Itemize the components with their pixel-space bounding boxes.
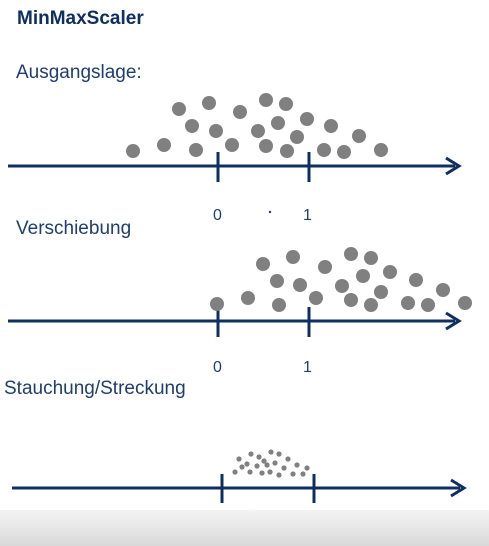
- data-point: [300, 471, 306, 477]
- panel-verschiebung: 0 1: [8, 247, 472, 376]
- data-point: [335, 279, 349, 293]
- tick-label-0: 0: [213, 207, 222, 224]
- data-point: [290, 130, 304, 144]
- data-point: [259, 93, 273, 107]
- data-point: [286, 250, 300, 264]
- data-point: [279, 97, 293, 111]
- data-point: [294, 462, 300, 468]
- data-point: [239, 464, 245, 470]
- data-point: [281, 465, 287, 471]
- data-point: [317, 143, 331, 157]
- data-point: [272, 460, 278, 466]
- data-point: [293, 278, 307, 292]
- data-point: [344, 293, 358, 307]
- data-point: [374, 143, 388, 157]
- points-verschiebung: [210, 247, 472, 312]
- data-point: [244, 461, 250, 467]
- bottom-toolbar-strip: [0, 510, 489, 546]
- page-title: MinMaxScaler: [17, 8, 144, 29]
- axis-arrow-icon: [445, 156, 462, 176]
- data-point: [401, 296, 415, 310]
- data-point: [264, 462, 270, 468]
- data-point: [261, 458, 267, 464]
- data-point: [300, 112, 314, 126]
- data-point: [356, 269, 370, 283]
- data-point: [189, 143, 203, 157]
- data-point: [256, 454, 262, 460]
- panel-label-verschiebung: Verschiebung: [16, 218, 132, 239]
- data-point: [285, 456, 291, 462]
- data-point: [271, 116, 285, 130]
- data-point: [309, 291, 323, 305]
- data-point: [247, 469, 253, 475]
- data-point: [232, 469, 238, 475]
- data-point: [458, 296, 472, 310]
- data-point: [337, 145, 351, 159]
- data-point: [225, 138, 239, 152]
- data-point: [172, 102, 186, 116]
- panel-ausgangslage: 0 1: [8, 93, 462, 224]
- data-point: [364, 251, 378, 265]
- points-stauchung: [232, 449, 310, 478]
- data-point: [251, 124, 265, 138]
- panel-label-stauchung: Stauchung/Streckung: [4, 378, 186, 399]
- data-point: [185, 119, 199, 133]
- tick-label-1: 1: [303, 207, 312, 224]
- data-point: [324, 119, 338, 133]
- data-point: [256, 257, 270, 271]
- points-ausgangslage: [126, 93, 388, 159]
- data-point: [318, 260, 332, 274]
- data-point: [236, 456, 242, 462]
- data-point: [290, 471, 296, 477]
- data-point: [352, 129, 366, 143]
- data-point: [202, 96, 216, 110]
- data-point: [248, 451, 254, 457]
- data-point: [272, 298, 286, 312]
- tick-label-0: 0: [213, 359, 222, 376]
- data-point: [210, 297, 224, 311]
- axis-arrow-icon: [445, 311, 462, 331]
- data-point: [268, 449, 274, 455]
- data-point: [383, 265, 397, 279]
- data-point: [374, 285, 388, 299]
- data-point: [280, 144, 294, 158]
- panel-label-ausgangslage: Ausgangslage:: [16, 62, 142, 83]
- data-point: [344, 247, 358, 261]
- data-point: [254, 463, 260, 469]
- stray-dot: [268, 210, 272, 214]
- data-point: [276, 451, 282, 457]
- tick-label-1: 1: [303, 359, 312, 376]
- data-point: [157, 138, 171, 152]
- data-point: [259, 470, 265, 476]
- data-point: [209, 124, 223, 138]
- data-point: [233, 105, 247, 119]
- data-point: [126, 144, 140, 158]
- data-point: [259, 139, 273, 153]
- data-point: [304, 465, 310, 471]
- data-point: [270, 274, 284, 288]
- data-point: [241, 291, 255, 305]
- data-point: [267, 469, 273, 475]
- data-point: [409, 273, 423, 287]
- data-point: [421, 298, 435, 312]
- axis-arrow-icon: [450, 478, 467, 498]
- data-point: [364, 298, 378, 312]
- panel-stauchung: 0 1: [12, 449, 467, 544]
- data-point: [436, 283, 450, 297]
- data-point: [276, 472, 282, 478]
